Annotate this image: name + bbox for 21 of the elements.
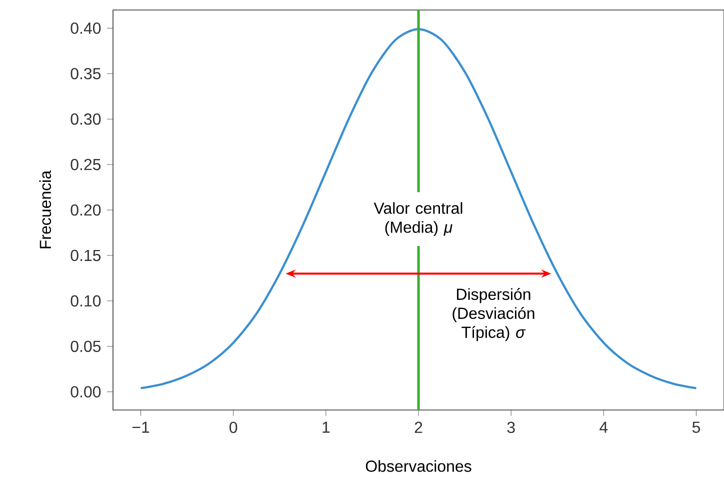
y-axis-title: Frecuencia <box>39 170 52 248</box>
x-tick-label: 4 <box>600 422 608 433</box>
line-series <box>140 28 698 390</box>
x-tick-label: −1 <box>132 422 150 433</box>
x-tick-label: 0 <box>230 422 238 434</box>
y-tick-label: 0.40 <box>70 22 101 34</box>
x-axis-title: Observaciones <box>366 460 472 472</box>
annotation: Dispersión (Desviación Típica) σ <box>452 288 534 342</box>
x-tick-label: 2 <box>414 422 422 433</box>
y-tick-label: 0.15 <box>70 250 101 262</box>
y-tick-label: 0.10 <box>70 295 101 307</box>
x-tick-label: 5 <box>692 422 700 433</box>
y-tick-label: 0.20 <box>70 204 101 216</box>
ref-line-label: Valor central (Media) μ <box>374 202 462 236</box>
y-tick-label: 0.05 <box>70 340 101 352</box>
y-tick-label: 0.30 <box>70 113 101 125</box>
y-tick-label: 0.35 <box>70 68 101 80</box>
y-tick-label: 0.00 <box>70 386 101 398</box>
y-tick-label: 0.25 <box>70 158 101 170</box>
x-tick-label: 1 <box>322 422 330 433</box>
x-tick-label: 3 <box>507 422 515 434</box>
